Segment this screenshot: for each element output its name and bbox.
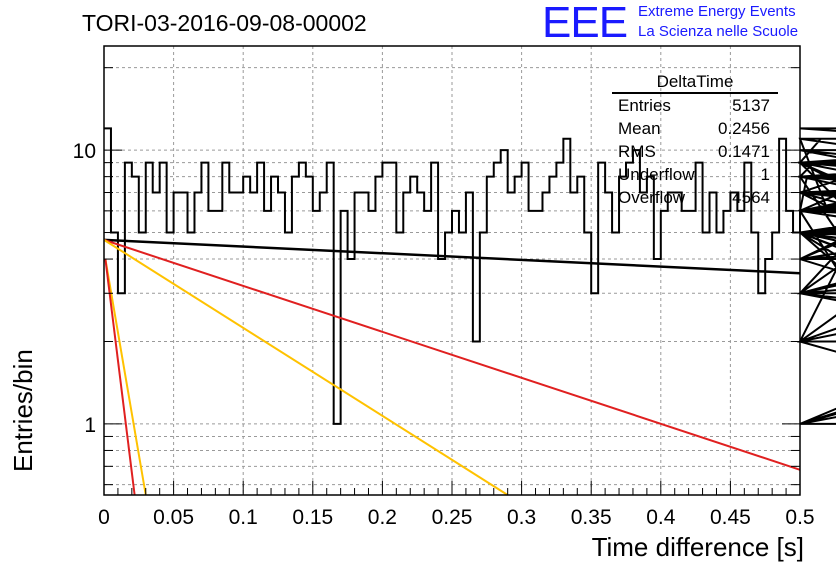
stats-row: RMS 0.1471 <box>612 140 778 163</box>
fit-lines <box>103 238 801 496</box>
x-tick-label: 0.1 <box>229 506 258 529</box>
logo-line-1: Extreme Energy Events <box>638 3 796 20</box>
x-tick-label: 0.15 <box>292 506 333 529</box>
x-tick-label: 0.25 <box>432 506 473 529</box>
x-tick-label: 0.05 <box>153 506 194 529</box>
grid-lines <box>104 46 800 495</box>
x-axis-label: Time difference [s] <box>591 532 804 562</box>
y-tick-label: 1 <box>84 414 96 437</box>
fit-line <box>103 238 801 275</box>
eee-logo: EEE <box>542 0 628 47</box>
axis-ticks <box>103 67 801 495</box>
fit-line <box>103 239 509 496</box>
stats-label: RMS <box>618 142 656 161</box>
y-axis-label: Entries/bin <box>8 349 38 472</box>
x-tick-label: 0.5 <box>785 506 814 529</box>
stats-value: 4564 <box>732 188 770 207</box>
x-tick-label: 0.45 <box>710 506 751 529</box>
stats-row: Overflow 4564 <box>612 186 778 209</box>
x-tick-label: 0 <box>98 506 110 529</box>
stats-value: 5137 <box>732 96 770 115</box>
chart-title: TORI-03-2016-09-08-00002 <box>82 10 367 36</box>
stats-row: Mean 0.2456 <box>612 117 778 140</box>
fit-line <box>104 258 147 496</box>
stats-value: 0.1471 <box>718 142 770 161</box>
stats-label: Underflow <box>618 165 695 184</box>
tick-labels: 0 0.05 0.1 0.15 0.2 0.25 0.3 0.35 0.4 0.45 0.5 1 10 <box>73 140 815 529</box>
x-tick-label: 0.4 <box>646 506 676 529</box>
stats-box: DeltaTime Entries 5137 Mean 0.2456 RMS 0… <box>612 72 778 209</box>
x-tick-label: 0.2 <box>368 506 397 529</box>
stats-value: 1 <box>760 165 770 184</box>
stats-row: Entries 5137 <box>612 94 778 117</box>
y-tick-label: 10 <box>73 140 96 163</box>
stats-value: 0.2456 <box>718 119 770 138</box>
stats-row: Underflow 1 <box>612 163 778 186</box>
fit-line <box>104 258 136 496</box>
stats-label: Entries <box>618 96 671 115</box>
stats-label: Overflow <box>618 188 686 207</box>
fit-line <box>103 238 801 471</box>
x-tick-label: 0.3 <box>507 506 536 529</box>
stats-title: DeltaTime <box>612 72 778 94</box>
stats-label: Mean <box>618 119 661 138</box>
x-tick-label: 0.35 <box>571 506 612 529</box>
logo-line-2: La Scienza nelle Scuole <box>638 23 799 40</box>
